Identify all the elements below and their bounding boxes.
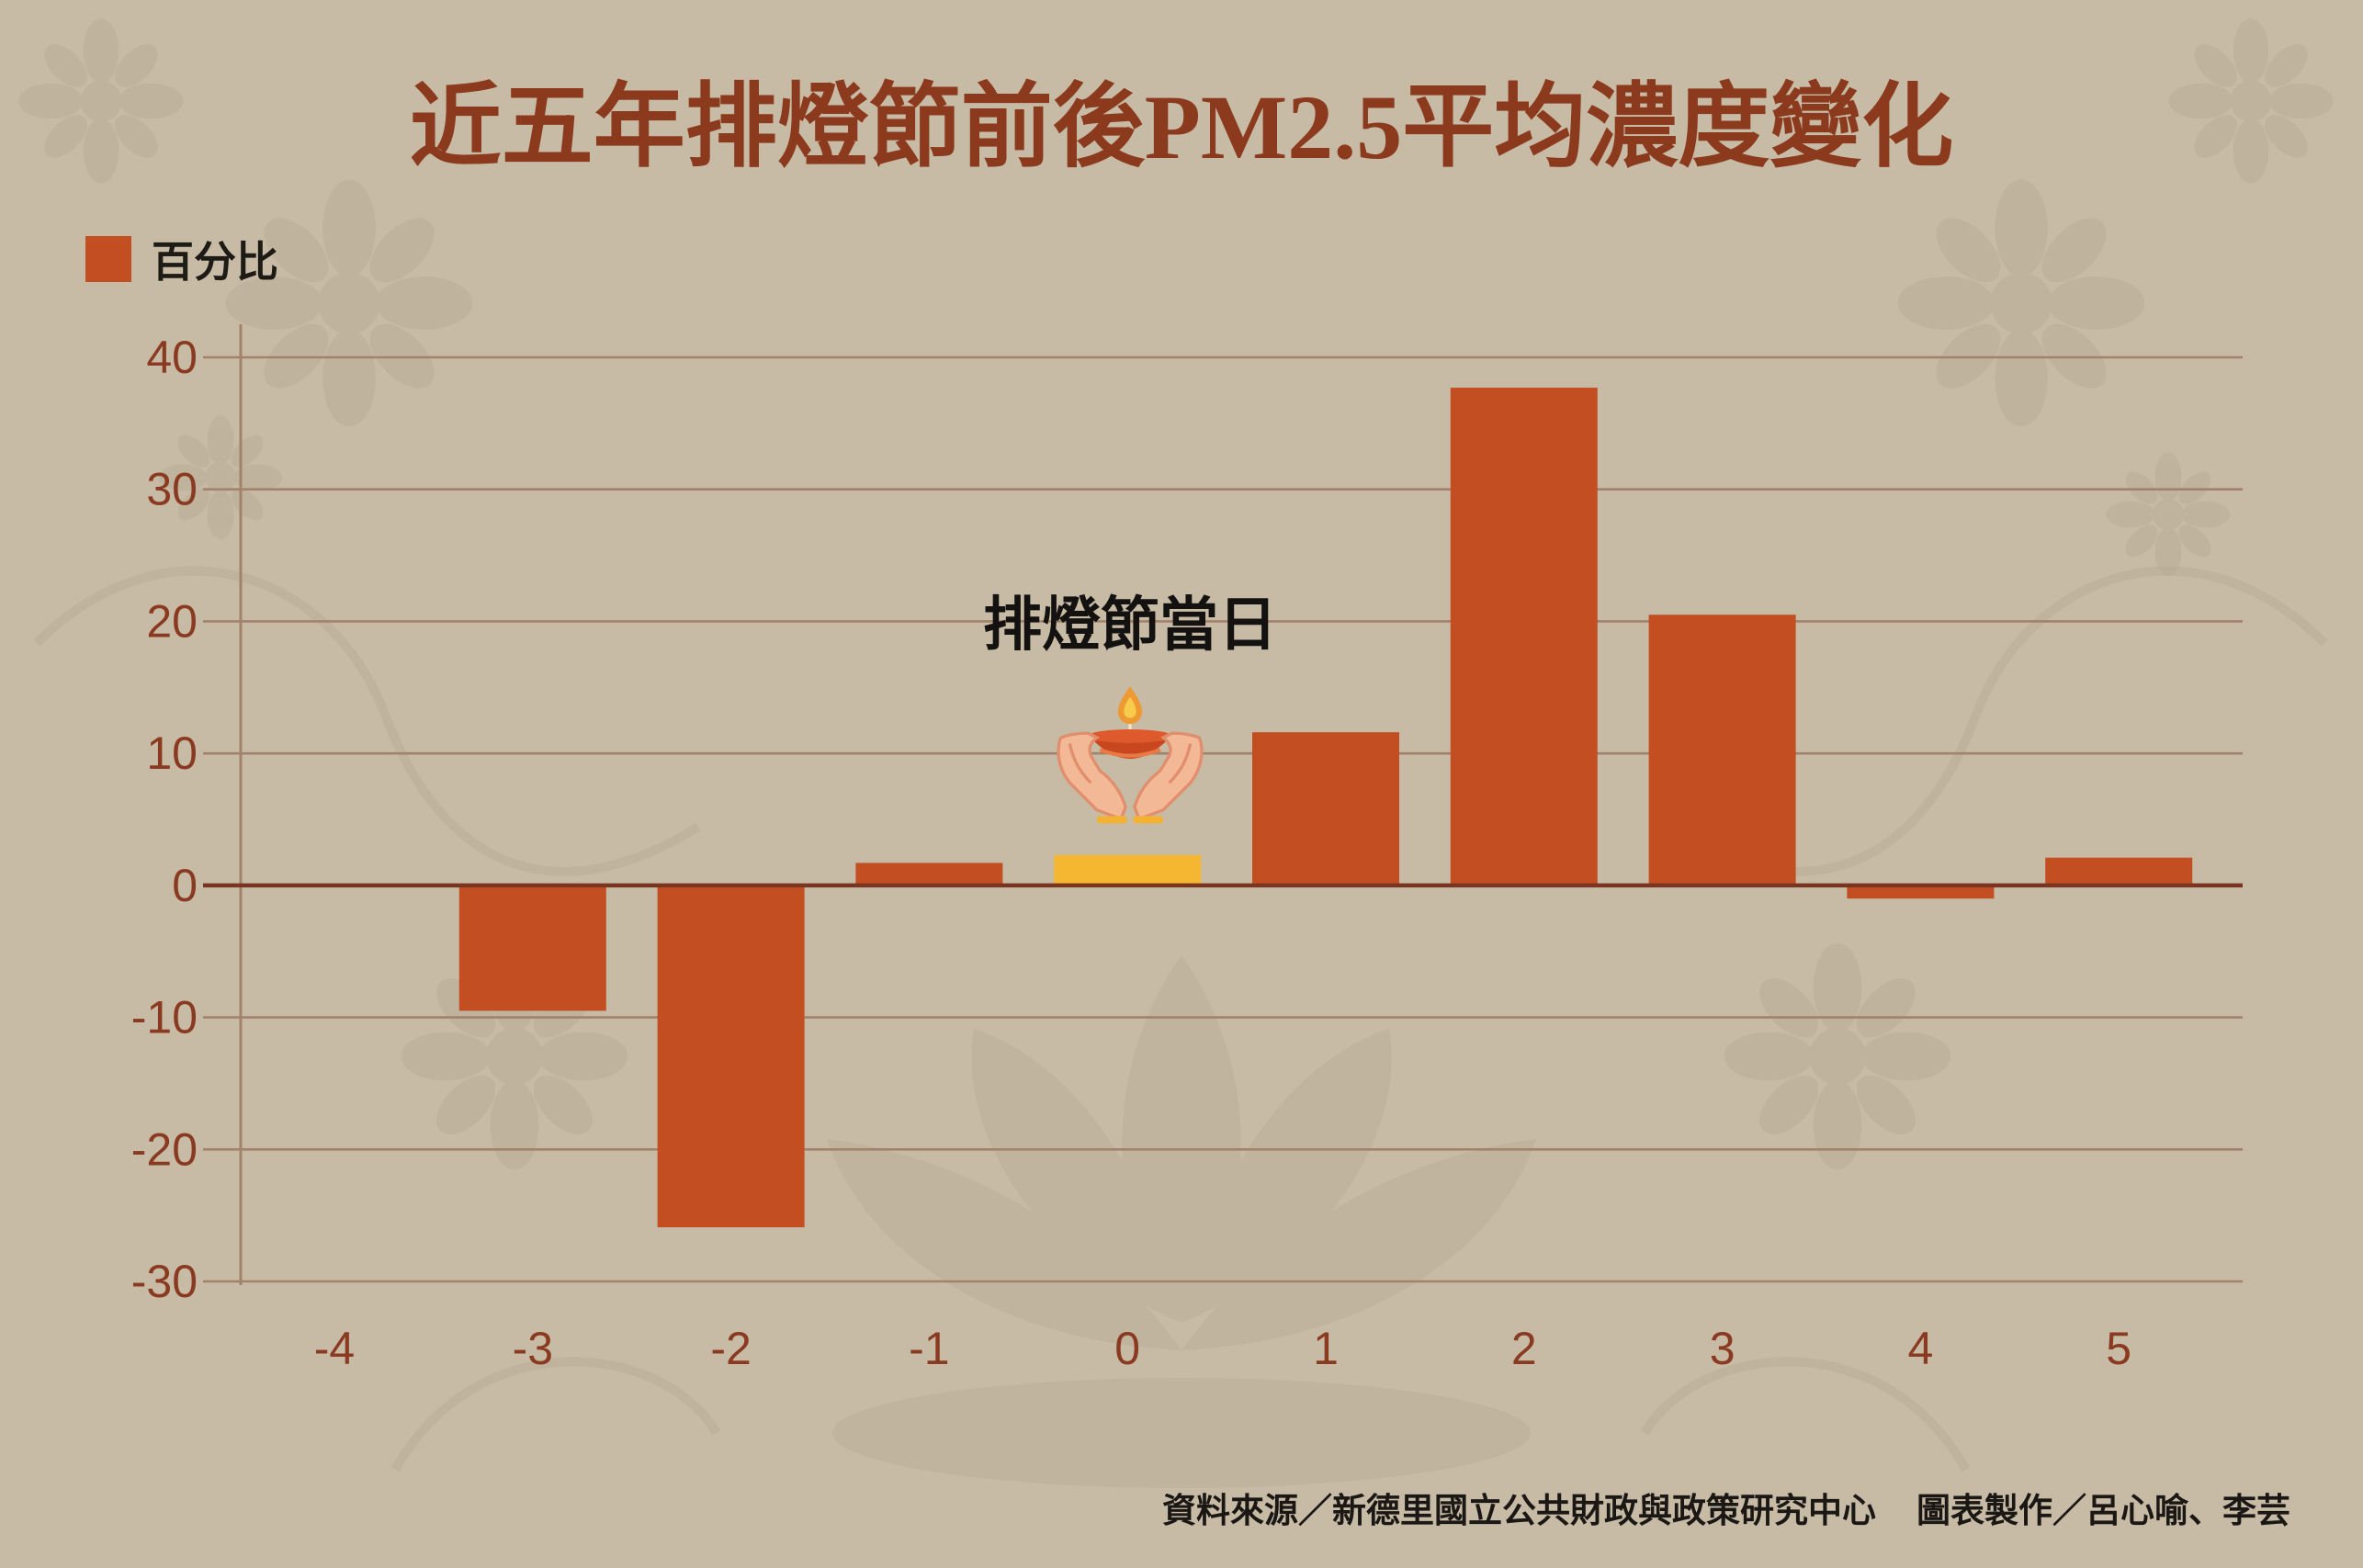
bar--2 (657, 885, 805, 1228)
x-tick-label: -1 (909, 1323, 949, 1374)
y-tick-label: 0 (172, 860, 198, 911)
x-tick-label: -3 (513, 1323, 553, 1374)
x-tick-label: 5 (2106, 1323, 2131, 1374)
bar-5 (2045, 857, 2193, 886)
author-credit: 圖表製作／呂心喻、李芸 (1916, 1493, 2290, 1530)
footer: 資料來源／新德里國立公共財政與政策研究中心 圖表製作／呂心喻、李芸 (1162, 1483, 2290, 1532)
bar--3 (458, 885, 606, 1011)
bar-1 (1252, 732, 1399, 886)
x-tick-label: -4 (314, 1323, 355, 1374)
bar-2 (1450, 388, 1598, 886)
x-tick-label: 4 (1907, 1323, 1933, 1374)
diya-hands-icon (1057, 686, 1204, 824)
x-tick-label: 0 (1114, 1323, 1140, 1374)
y-tick-label: 20 (146, 595, 198, 647)
y-tick-label: -10 (131, 992, 198, 1043)
x-tick-label: 3 (1710, 1323, 1736, 1374)
bar-3 (1648, 615, 1796, 886)
x-tick-label: 2 (1511, 1323, 1537, 1374)
y-tick-label: -20 (131, 1123, 198, 1175)
bar-0 (1054, 854, 1202, 886)
y-tick-label: 30 (146, 464, 198, 515)
y-tick-label: 10 (146, 728, 198, 779)
source-credit: 資料來源／新德里國立公共財政與政策研究中心 (1162, 1493, 1876, 1530)
bar-4 (1847, 885, 1995, 899)
x-tick-label: -2 (710, 1323, 751, 1374)
y-tick-label: 40 (146, 332, 198, 383)
y-tick-label: -30 (131, 1256, 198, 1307)
chart-title: 近五年排燈節前後PM2.5平均濃度變化 (409, 76, 1954, 178)
bar--1 (855, 863, 1003, 886)
legend: 百分比 (85, 236, 278, 286)
legend-swatch (85, 236, 131, 282)
legend-label: 百分比 (152, 239, 278, 286)
annotation-label: 排燈節當日 (983, 592, 1277, 658)
x-tick-label: 1 (1313, 1323, 1339, 1374)
